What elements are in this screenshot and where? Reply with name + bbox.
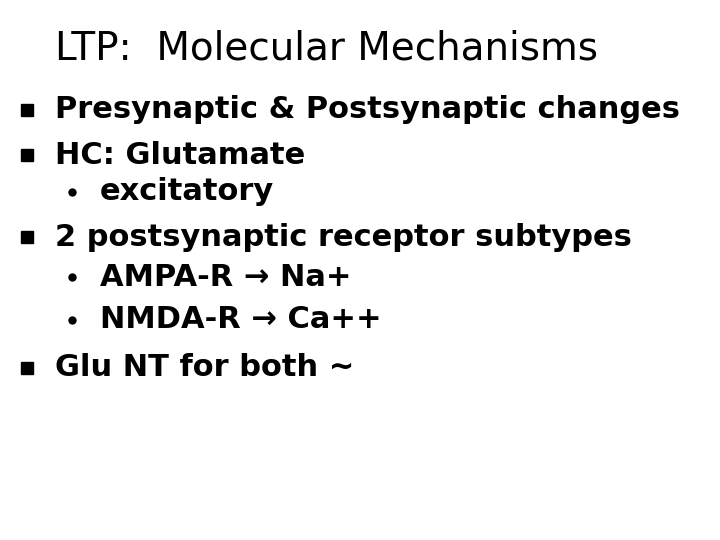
Text: excitatory: excitatory xyxy=(100,178,274,206)
Text: AMPA-R → Na+: AMPA-R → Na+ xyxy=(100,262,351,292)
Text: HC: Glutamate: HC: Glutamate xyxy=(55,140,305,170)
Text: NMDA-R → Ca++: NMDA-R → Ca++ xyxy=(100,306,382,334)
Text: LTP:  Molecular Mechanisms: LTP: Molecular Mechanisms xyxy=(55,30,598,68)
Text: Presynaptic & Postsynaptic changes: Presynaptic & Postsynaptic changes xyxy=(55,96,680,125)
Text: Glu NT for both ~: Glu NT for both ~ xyxy=(55,354,354,382)
Text: 2 postsynaptic receptor subtypes: 2 postsynaptic receptor subtypes xyxy=(55,222,632,252)
